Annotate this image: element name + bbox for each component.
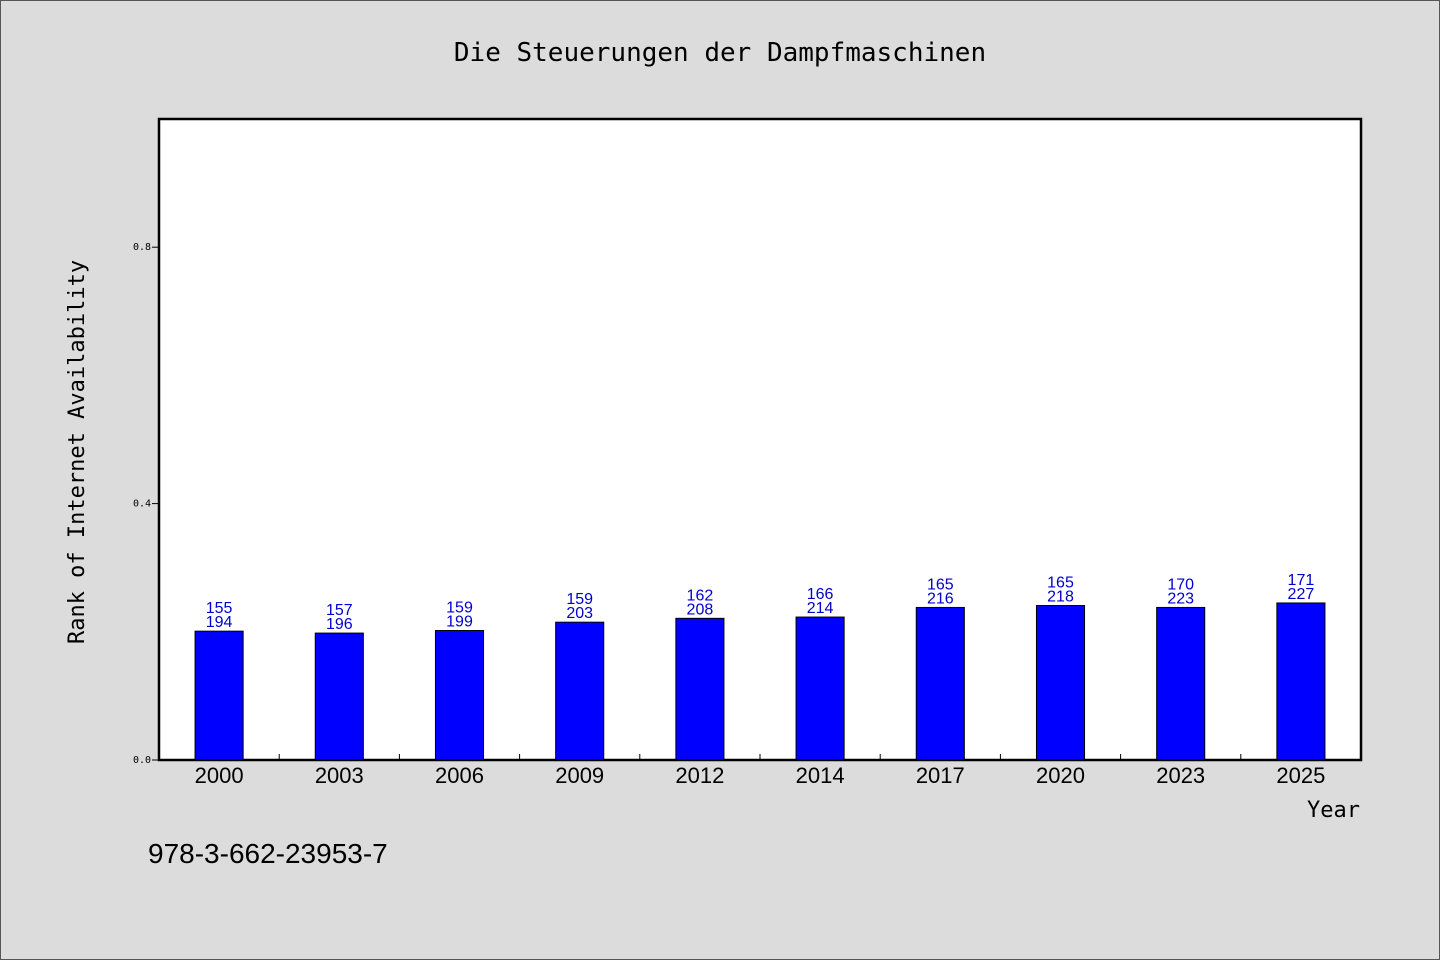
bar-label-top: 166 (807, 586, 834, 603)
x-axis: 2000 2003 2006 2009 2012 2014 2017 2020 2023 2025 (195, 754, 1325, 788)
footer-isbn: 978-3-662-23953-7 (148, 838, 388, 869)
bar-label-top: 157 (326, 602, 353, 619)
bar-label-top: 165 (1047, 575, 1074, 592)
bar-label-top: 165 (927, 576, 954, 593)
y-axis: 0.0 0.4 0.8 (133, 242, 159, 766)
y-tick-label: 0.0 (133, 755, 151, 766)
bar-label-bottom: 223 (1167, 590, 1194, 607)
bar-label-bottom: 214 (807, 600, 834, 617)
y-tick-label: 0.8 (133, 242, 151, 253)
x-axis-label: Year (1307, 798, 1360, 823)
bar (314, 632, 364, 761)
bar-label-bottom: 196 (326, 616, 353, 633)
bar (1035, 605, 1086, 761)
chart-title: Die Steuerungen der Dampfmaschinen (454, 38, 986, 68)
x-tick-label: 2014 (796, 763, 845, 788)
bar-label-top: 159 (446, 600, 473, 617)
bar (915, 606, 965, 761)
bar-label-top: 159 (566, 591, 593, 608)
x-tick-label: 2003 (315, 763, 364, 788)
bar-label-bottom: 218 (1047, 589, 1074, 606)
bar-label-bottom: 194 (206, 614, 233, 631)
bar (795, 616, 845, 761)
x-tick-label: 2023 (1156, 763, 1205, 788)
x-tick-label: 2000 (195, 763, 244, 788)
bar-label-top: 162 (687, 587, 714, 604)
x-tick-label: 2025 (1276, 763, 1325, 788)
bar (675, 617, 725, 761)
x-tick-label: 2020 (1036, 763, 1085, 788)
bar (434, 630, 485, 761)
x-tick-label: 2012 (675, 763, 724, 788)
bar (555, 621, 605, 761)
bar-label-top: 170 (1167, 576, 1194, 593)
bar-label-bottom: 208 (687, 601, 714, 618)
x-tick-label: 2006 (435, 763, 484, 788)
bar-label-top: 171 (1288, 572, 1315, 589)
bar-label-bottom: 227 (1288, 586, 1315, 603)
x-tick-label: 2009 (555, 763, 604, 788)
bar (1276, 602, 1326, 761)
x-tick-label: 2017 (916, 763, 965, 788)
y-tick-label: 0.4 (133, 499, 151, 510)
bar (194, 630, 244, 761)
bar-label-bottom: 203 (566, 605, 593, 622)
bar-label-top: 155 (206, 600, 233, 617)
bar-label-bottom: 199 (446, 614, 473, 631)
bars (194, 602, 1326, 761)
bar (1156, 606, 1206, 761)
bar-label-bottom: 216 (927, 590, 954, 607)
y-axis-label: Rank of Internet Availability (65, 260, 90, 644)
